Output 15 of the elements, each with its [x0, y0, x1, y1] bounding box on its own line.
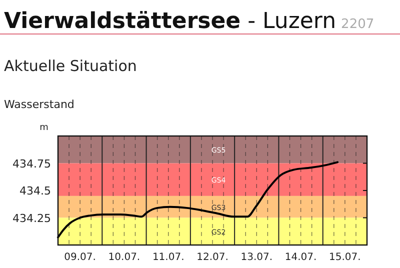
x-tick-label: 11.07.	[152, 252, 184, 263]
x-tick-label: 13.07.	[240, 252, 273, 263]
y-tick-label: 434.25	[12, 212, 51, 225]
x-tick-label: 15.07.	[329, 252, 361, 263]
chart-subtitle: Aktuelle Situation	[4, 57, 137, 75]
y-tick-label: 434.75	[12, 157, 51, 170]
text: 2207	[341, 17, 374, 32]
x-tick-label: 12.07.	[196, 252, 228, 263]
x-tick-label: 09.07.	[64, 252, 96, 263]
text: Wasserstand	[4, 98, 74, 111]
x-tick-label: 10.07.	[108, 252, 140, 263]
chart-title: Vierwaldstättersee - Luzern	[4, 9, 336, 34]
x-tick-label: 14.07.	[284, 252, 317, 263]
y-axis-title: m	[40, 123, 48, 133]
y-tick-label: 434.5	[20, 184, 51, 198]
